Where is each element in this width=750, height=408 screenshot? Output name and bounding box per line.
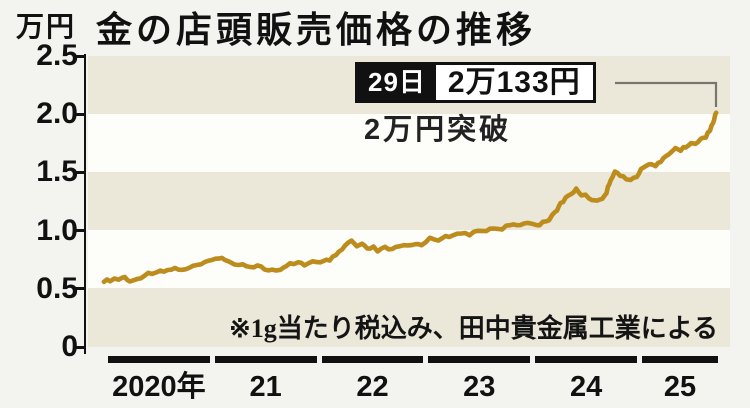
x-tick-label: 24 bbox=[569, 371, 603, 403]
plot-area bbox=[88, 56, 730, 347]
gold-price-line bbox=[101, 110, 719, 285]
callout-price-value: 2万133円 bbox=[435, 65, 593, 100]
plot-band bbox=[88, 230, 730, 288]
x-axis-year-bar bbox=[535, 356, 637, 363]
plot-band bbox=[88, 114, 730, 172]
y-tick-label: 1.0 bbox=[36, 213, 78, 247]
y-tick-label: 0.5 bbox=[36, 271, 78, 305]
x-axis-year-bar bbox=[642, 356, 718, 363]
y-tick-label: 1.5 bbox=[36, 155, 78, 189]
x-axis-year-bar bbox=[321, 356, 424, 363]
y-tick-label: 2.0 bbox=[36, 97, 78, 131]
y-tick-mark bbox=[74, 54, 86, 58]
plot-band bbox=[88, 288, 730, 347]
y-axis-unit-label: 万円 bbox=[16, 11, 77, 42]
y-tick-mark bbox=[74, 287, 86, 291]
chart-title: 金の店頭販売価格の推移 bbox=[96, 9, 537, 50]
y-tick-label: 2.5 bbox=[36, 39, 78, 72]
y-tick-mark bbox=[74, 112, 86, 116]
x-axis-year-bar bbox=[214, 356, 317, 363]
y-tick-mark bbox=[74, 345, 86, 349]
y-tick-mark bbox=[74, 170, 86, 174]
x-tick-label: 2020年 bbox=[112, 371, 206, 403]
callout-connector-line bbox=[615, 81, 718, 107]
source-note: ※1g当たり税込み、田中貴金属工業による bbox=[228, 314, 718, 343]
breakthrough-caption: 2万円突破 bbox=[364, 114, 512, 146]
y-tick-mark bbox=[74, 229, 86, 233]
x-tick-label: 23 bbox=[463, 371, 496, 403]
x-axis-year-bar bbox=[108, 356, 210, 363]
y-axis-line bbox=[84, 54, 86, 354]
x-axis-year-bar bbox=[428, 356, 531, 363]
x-tick-label: 21 bbox=[249, 371, 282, 403]
price-callout: 29日 2万133円 bbox=[355, 62, 596, 103]
plot-band bbox=[88, 172, 730, 230]
callout-date-badge: 29日 bbox=[358, 65, 436, 100]
x-tick-label: 22 bbox=[356, 371, 389, 403]
y-tick-label: 0 bbox=[61, 330, 78, 363]
x-tick-label: 25 bbox=[663, 371, 697, 403]
